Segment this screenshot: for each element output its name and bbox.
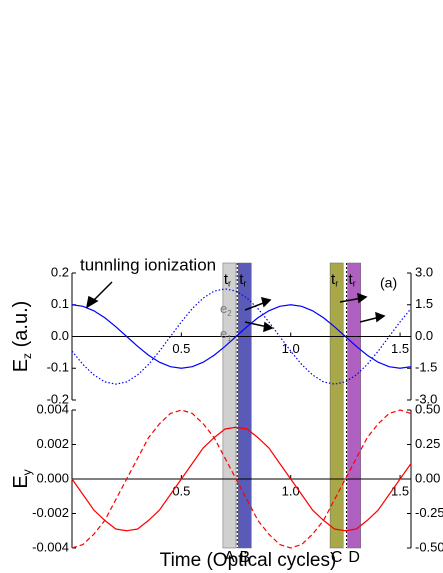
y-tick-label: -0.004 [32,539,69,554]
electron-label-main: e [220,326,227,341]
region-marker: tr [239,271,246,289]
arrow-head [357,292,368,304]
y-axis-label: Ey [10,469,34,488]
y-axis-label: Ez (a.u.) [10,301,34,373]
region [347,262,361,549]
y-tick-label: -0.1 [47,360,69,375]
y2-tick-label: -3.0 [415,391,437,406]
regions-layer [222,262,361,549]
plot-layer: 0.2 0.1 0.0 -0.1 -0.2 3.0 1.5 0.0 -1.5 -3.0 0.5 1.0… [10,255,443,571]
region [329,262,344,549]
y-axis-label-main: E [10,359,32,372]
region-marker-sub: r [228,279,231,289]
arrow [91,281,113,303]
x-tick-label: 1.0 [282,341,300,356]
y2-tick-label: 0.25 [415,436,440,451]
arrows [85,281,386,333]
y-axis-label-sub: z [20,353,34,359]
region-label: A [224,549,235,566]
x-tick-label: 1.0 [282,483,300,498]
electron-label-sub: 1 [227,334,231,343]
y2-tick-label: 0.50 [415,401,440,416]
region-marker-sub: r [243,279,246,289]
x-tick-label: 1.5 [391,483,409,498]
electron-label: e2 [220,301,232,318]
y-tick-label: 0.2 [51,264,69,279]
arrow-head [260,296,272,308]
region-marker: tr [331,271,338,289]
region-label: B [239,549,250,566]
region-marker-sub: r [335,279,338,289]
x-tick-label: 0.5 [172,483,190,498]
y-tick-label: 0.000 [36,470,69,485]
region-label: D [348,549,360,566]
line-series [71,426,412,532]
y-tick-label: 0.004 [36,401,69,416]
line-series [71,304,412,369]
arrow-head [263,321,274,333]
y2-tick-label: -0.50 [415,539,443,554]
electron-label-main: e [220,301,227,316]
region [237,262,252,549]
region-marker-main: t [239,271,244,288]
y-tick-label: 0.0 [51,328,69,343]
y2-tick-label: 0.0 [415,328,433,343]
arrow [244,301,267,311]
y-axis-label-rest: (a.u.) [10,301,32,353]
region-label: C [331,549,343,566]
y-axis-label-sub: y [20,469,34,475]
region-marker-main: t [331,271,336,288]
y-tick-label: 0.1 [51,296,69,311]
arrow-head [375,311,386,323]
y-tick-label: -0.002 [32,505,69,520]
y-axis-label-main: E [10,475,32,488]
electron-label: e1 [220,326,232,343]
region-marker: tr [349,271,356,289]
region-marker: tr [224,271,231,289]
region-marker-main: t [224,271,229,288]
y2-tick-label: 1.5 [415,296,433,311]
y2-tick-label: 0.00 [415,470,440,485]
x-axis-label: Time (Optical cycles) [160,550,337,571]
annotation: tunnling ionization [80,255,216,274]
region-marker-sub: r [353,279,356,289]
y2-tick-label: -0.25 [415,505,443,520]
region-marker-main: t [349,271,354,288]
y2-tick-label: -1.5 [415,360,437,375]
region [222,262,237,549]
x-tick-label: 1.5 [391,341,409,356]
y-tick-label: 0.002 [36,436,69,451]
arrow-head [85,295,99,309]
y-tick-label: -0.2 [47,391,69,406]
electron-label-sub: 2 [227,309,231,318]
x-tick-label: 0.5 [172,341,190,356]
panel-label: (a) [380,275,397,291]
line-series [71,409,412,549]
y2-tick-label: 3.0 [415,264,433,279]
